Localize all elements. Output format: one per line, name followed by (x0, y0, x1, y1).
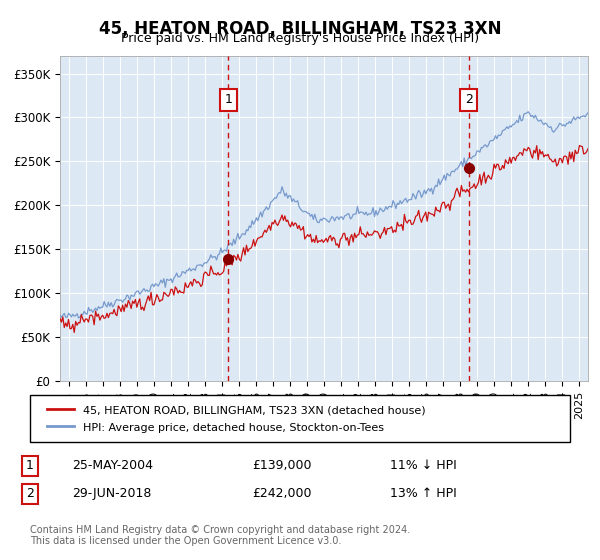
Text: 25-MAY-2004: 25-MAY-2004 (72, 459, 153, 473)
Legend: 45, HEATON ROAD, BILLINGHAM, TS23 3XN (detached house), HPI: Average price, deta: 45, HEATON ROAD, BILLINGHAM, TS23 3XN (d… (41, 399, 431, 438)
Text: £242,000: £242,000 (252, 487, 311, 501)
Text: 13% ↑ HPI: 13% ↑ HPI (390, 487, 457, 501)
Text: 1: 1 (26, 459, 34, 473)
Text: £139,000: £139,000 (252, 459, 311, 473)
Text: 45, HEATON ROAD, BILLINGHAM, TS23 3XN: 45, HEATON ROAD, BILLINGHAM, TS23 3XN (99, 20, 501, 38)
Text: Contains HM Land Registry data © Crown copyright and database right 2024.: Contains HM Land Registry data © Crown c… (30, 525, 410, 535)
Text: 1: 1 (224, 94, 232, 106)
Text: This data is licensed under the Open Government Licence v3.0.: This data is licensed under the Open Gov… (30, 536, 341, 547)
Text: Price paid vs. HM Land Registry's House Price Index (HPI): Price paid vs. HM Land Registry's House … (121, 32, 479, 45)
Text: 2: 2 (465, 94, 473, 106)
Text: 29-JUN-2018: 29-JUN-2018 (72, 487, 151, 501)
Text: 11% ↓ HPI: 11% ↓ HPI (390, 459, 457, 473)
Text: 2: 2 (26, 487, 34, 501)
FancyBboxPatch shape (30, 395, 570, 442)
